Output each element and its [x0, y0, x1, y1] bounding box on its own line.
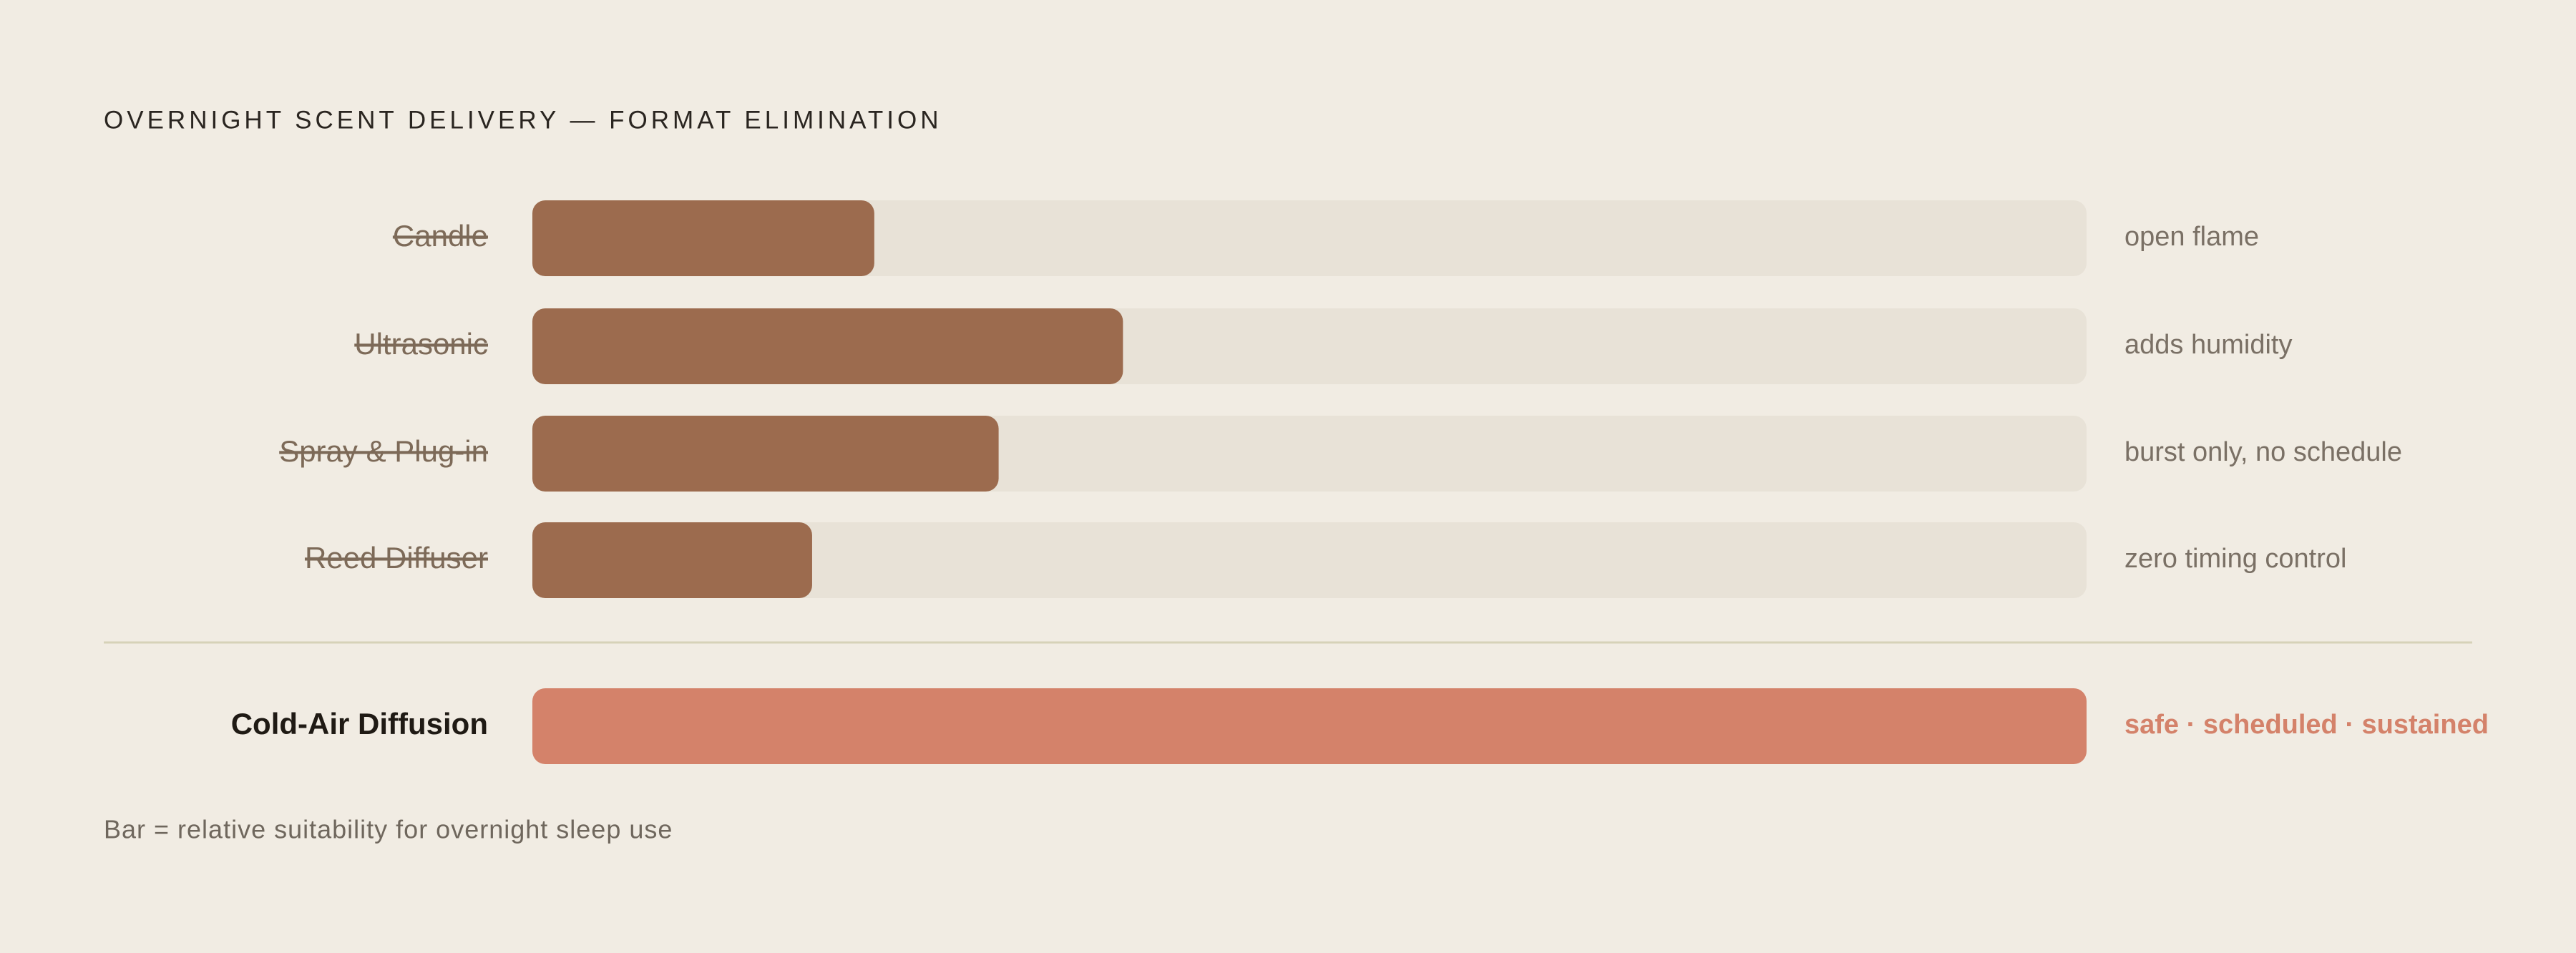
note: safe · scheduled · sustained: [2124, 710, 2489, 740]
category-label: Spray & Plug-in: [279, 434, 488, 468]
category-label: Candle: [393, 219, 488, 253]
chart-title: OVERNIGHT SCENT DELIVERY — FORMAT ELIMIN…: [104, 106, 942, 134]
bar: [532, 200, 874, 276]
category-label: Ultrasonic: [354, 327, 488, 361]
bar: [532, 522, 812, 598]
bar-track: [532, 522, 2087, 598]
note: burst only, no schedule: [2124, 437, 2402, 467]
caption: Bar = relative suitability for overnight…: [104, 815, 673, 844]
bar: [532, 688, 2087, 764]
bar: [532, 308, 1123, 384]
bar-track: [532, 200, 2087, 276]
bar: [532, 416, 999, 492]
category-label: Reed Diffuser: [305, 541, 488, 575]
category-label: Cold-Air Diffusion: [231, 707, 488, 741]
note: zero timing control: [2124, 544, 2346, 574]
note: open flame: [2124, 222, 2259, 252]
note: adds humidity: [2124, 330, 2292, 360]
